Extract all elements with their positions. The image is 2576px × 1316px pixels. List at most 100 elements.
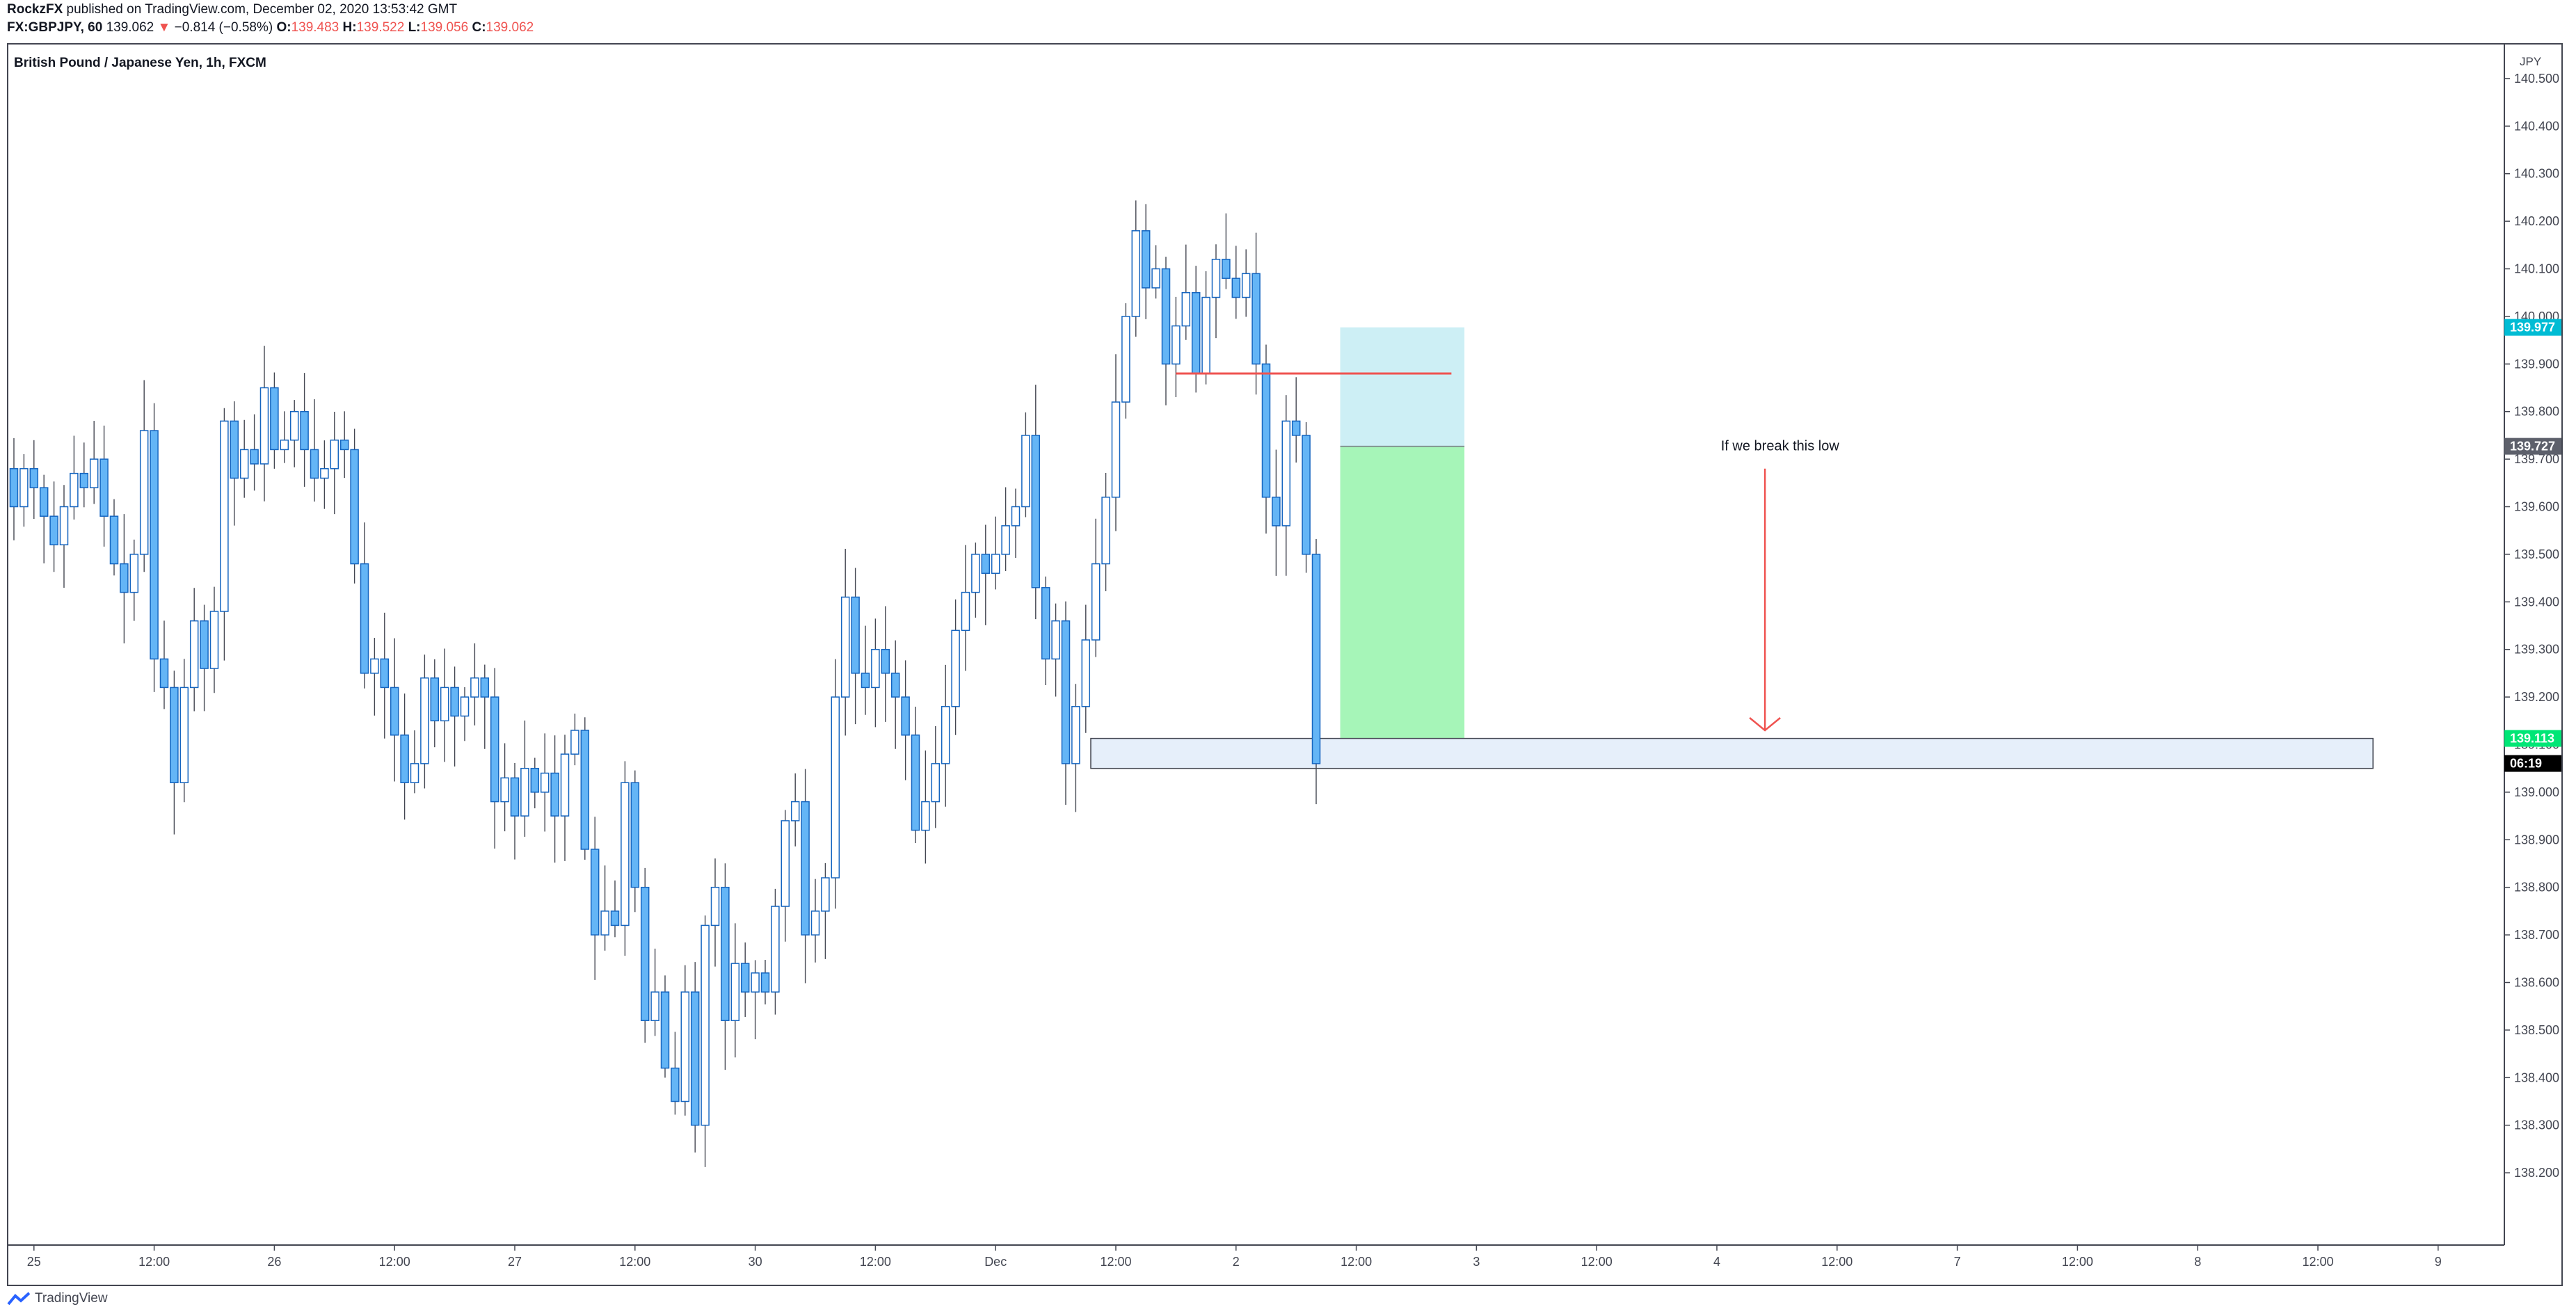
- author-name[interactable]: RockzFX: [7, 2, 63, 17]
- candle-down-body: [1161, 268, 1171, 365]
- candle: [1051, 603, 1060, 697]
- candle: [310, 399, 319, 502]
- candle-up-body: [991, 554, 1000, 575]
- candle: [771, 888, 780, 1015]
- candle-up-body: [370, 658, 379, 674]
- candle-up-body: [781, 820, 790, 907]
- candle: [109, 499, 119, 576]
- candle-up-body: [239, 449, 249, 479]
- candle-up-body: [540, 772, 550, 793]
- stop-price-badge-text: 139.977: [2510, 321, 2555, 335]
- candle: [1222, 213, 1231, 289]
- candle-down-body: [1251, 273, 1261, 365]
- y-tick-label: 139.400: [2514, 595, 2559, 609]
- candle-up-body: [70, 472, 79, 508]
- candle-down-body: [450, 687, 459, 717]
- bar-countdown-badge-text: 06:19: [2510, 757, 2542, 771]
- candle: [1081, 604, 1091, 733]
- chart-frame: [7, 43, 2563, 1286]
- open-value: 139.483: [291, 20, 339, 35]
- candle: [610, 880, 620, 938]
- x-tick-label: 12:00: [1100, 1255, 1131, 1269]
- candle: [150, 403, 159, 692]
- candle-up-body: [320, 468, 329, 479]
- candle: [129, 539, 139, 621]
- stop-loss-zone: [1340, 327, 1465, 447]
- candle-down-body: [911, 735, 920, 831]
- candle-up-body: [410, 763, 419, 783]
- candle: [921, 751, 930, 864]
- candle: [1241, 249, 1251, 317]
- candle: [259, 346, 269, 501]
- candle: [380, 612, 390, 739]
- candle-down-body: [901, 696, 910, 736]
- candle: [1151, 245, 1160, 299]
- candle: [99, 425, 109, 547]
- candle-up-body: [1111, 401, 1121, 498]
- candle-up-body: [961, 591, 970, 632]
- candle-down-body: [1272, 497, 1281, 527]
- candle: [139, 380, 149, 572]
- candle-down-body: [300, 410, 309, 451]
- candle-up-body: [280, 439, 289, 451]
- candle-down-body: [1191, 291, 1201, 374]
- candle: [821, 862, 830, 959]
- currency-label: JPY: [2520, 55, 2541, 68]
- candle: [1161, 257, 1171, 406]
- candle-up-body: [470, 677, 479, 698]
- candle-down-body: [490, 696, 499, 803]
- candle-up-body: [971, 554, 980, 593]
- candle: [790, 773, 800, 846]
- x-tick-label: 25: [27, 1255, 41, 1269]
- candle: [941, 664, 950, 807]
- candle-down-body: [801, 801, 810, 936]
- candle-down-body: [79, 472, 89, 488]
- bar-countdown-badge: [2504, 755, 2561, 772]
- candle: [480, 664, 490, 749]
- y-tick-label: 138.300: [2514, 1118, 2559, 1132]
- x-tick-label: 9: [2435, 1255, 2442, 1269]
- candle-up-body: [1021, 435, 1030, 508]
- candle-up-body: [730, 963, 740, 1021]
- y-tick-label: 139.900: [2514, 357, 2559, 371]
- candle-up-body: [600, 910, 609, 936]
- candle: [650, 948, 659, 1036]
- candle: [1261, 344, 1271, 534]
- candle-up-body: [951, 629, 960, 707]
- candle-up-body: [1181, 291, 1191, 327]
- footer-brand[interactable]: TradingView: [35, 1291, 108, 1306]
- candle: [440, 648, 449, 762]
- x-tick-label: 12:00: [619, 1255, 650, 1269]
- candle-down-body: [480, 677, 490, 698]
- candle-down-body: [120, 563, 129, 593]
- candle-up-body: [520, 767, 529, 817]
- candle: [59, 485, 69, 588]
- candle-up-body: [500, 777, 509, 803]
- x-tick-label: 12:00: [860, 1255, 891, 1269]
- x-tick-label: 12:00: [2302, 1255, 2333, 1269]
- candle-down-body: [1231, 278, 1241, 298]
- candle: [881, 606, 890, 722]
- candle: [530, 757, 540, 809]
- x-tick-label: 4: [1713, 1255, 1720, 1269]
- candle: [671, 1032, 680, 1115]
- low-value: 139.056: [420, 20, 469, 35]
- candle-up-body: [460, 696, 470, 717]
- candle: [170, 671, 179, 835]
- candle: [159, 620, 169, 709]
- candle: [931, 726, 941, 828]
- y-tick-label: 140.300: [2514, 167, 2559, 181]
- candle-up-body: [1121, 316, 1130, 403]
- candle: [179, 659, 189, 803]
- candle-up-body: [621, 782, 630, 926]
- candle: [550, 735, 559, 863]
- candle: [1272, 449, 1281, 576]
- candle: [590, 817, 600, 980]
- candle-down-body: [690, 991, 700, 1126]
- footer: TradingView: [7, 1288, 108, 1309]
- candle-down-body: [430, 677, 440, 722]
- candle-down-body: [671, 1067, 680, 1102]
- candle-down-body: [1041, 587, 1050, 660]
- candle: [9, 438, 19, 540]
